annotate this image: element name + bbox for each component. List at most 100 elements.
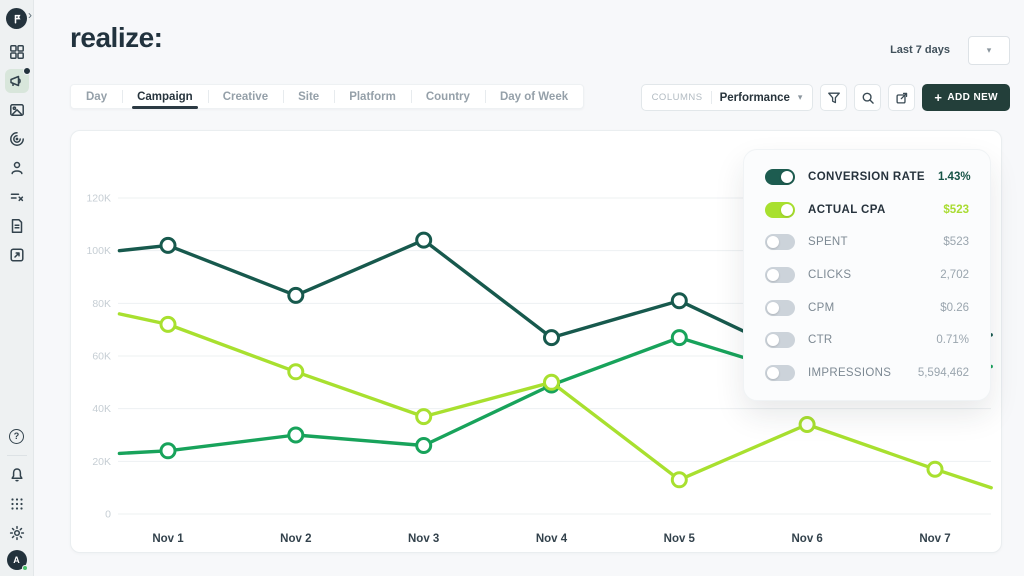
data-point — [159, 315, 177, 333]
export-button[interactable] — [888, 84, 916, 111]
toggle-switch[interactable] — [765, 332, 795, 349]
filter-button[interactable] — [820, 84, 848, 111]
metric-value: 5,594,462 — [917, 366, 969, 379]
chevron-down-icon: ▾ — [797, 92, 803, 102]
list-x-icon — [10, 193, 23, 202]
metric-label: CLICKS — [808, 268, 852, 281]
help-icon: ? — [9, 428, 24, 444]
tab-campaign[interactable]: Campaign — [122, 85, 208, 109]
plus-icon: + — [934, 90, 943, 105]
sidebar-item-creatives[interactable] — [5, 98, 29, 122]
legend-row-spent[interactable]: SPENT $523 — [765, 228, 969, 256]
data-point — [415, 437, 433, 454]
tab-creative[interactable]: Creative — [207, 85, 283, 108]
x-axis-tick: Nov 7 — [919, 533, 950, 545]
sidebar-item-audiences[interactable] — [5, 156, 29, 180]
megaphone-icon — [9, 75, 21, 87]
sidebar-expand-icon[interactable]: › — [28, 8, 32, 22]
search-button[interactable] — [854, 84, 882, 111]
toggle-switch[interactable] — [765, 266, 795, 283]
view-tabs: Day Campaign Creative Site Platform Country Da… — [70, 84, 585, 109]
sidebar-item-apps[interactable] — [5, 492, 29, 516]
toggle-switch[interactable] — [765, 234, 795, 251]
x-axis-tick: Nov 3 — [408, 533, 439, 545]
y-axis-tick: 20K — [92, 456, 111, 468]
metric-value: $523 — [943, 203, 969, 216]
metric-label: CTR — [808, 334, 833, 347]
data-point — [543, 373, 560, 391]
legend-row-ctr[interactable]: CTR 0.71% — [765, 326, 969, 354]
tab-platform[interactable]: Platform — [334, 85, 411, 108]
tab-day-of-week[interactable]: Day of Week — [484, 85, 583, 108]
data-point — [670, 471, 688, 489]
sidebar-item-tracking[interactable] — [5, 127, 29, 151]
sidebar-item-campaigns[interactable] — [4, 67, 31, 93]
avatar-initial: A — [13, 555, 20, 565]
online-status-dot — [21, 565, 28, 571]
sidebar-item-exports[interactable] — [5, 243, 29, 267]
tab-country[interactable]: Country — [410, 85, 485, 108]
data-point — [670, 329, 688, 347]
metric-value: 1.43% — [937, 171, 971, 183]
legend-row-impressions[interactable]: IMPRESSIONS 5,594,462 — [765, 359, 969, 387]
x-axis-tick: Nov 1 — [152, 533, 184, 545]
brand-logo-text: realize: — [70, 22, 163, 53]
toggle-switch[interactable] — [765, 201, 795, 218]
y-axis-tick: 40K — [92, 403, 111, 415]
y-axis-tick: 120K — [86, 193, 111, 205]
tab-day[interactable]: Day — [86, 90, 108, 103]
sidebar-item-dashboard[interactable] — [5, 40, 29, 64]
metric-value: 2,702 — [940, 268, 969, 281]
add-new-button[interactable]: + ADD NEW — [922, 84, 1010, 111]
data-point — [159, 236, 177, 254]
gear-icon — [9, 525, 24, 541]
date-range-dropdown[interactable]: ▾ — [968, 36, 1010, 65]
chevron-down-icon: ▾ — [986, 45, 992, 55]
data-point — [287, 426, 305, 444]
legend-row-conversion-rate[interactable]: CONVERSION RATE 1.43% — [765, 163, 971, 191]
grid-icon — [9, 45, 24, 59]
toggle-knob — [781, 171, 793, 183]
metric-label: SPENT — [808, 236, 848, 249]
legend-row-cpm[interactable]: CPM $0.26 — [765, 294, 969, 322]
sidebar-nav — [4, 40, 31, 267]
sidebar-item-reports[interactable] — [5, 214, 29, 238]
data-point — [926, 460, 944, 478]
legend-row-clicks[interactable]: CLICKS 2,702 — [765, 261, 969, 289]
sidebar-bottom: ? A — [0, 424, 33, 571]
toggle-switch[interactable] — [765, 364, 795, 381]
data-point — [798, 416, 816, 433]
toggle-switch[interactable] — [765, 169, 795, 185]
sidebar-item-rules[interactable] — [5, 185, 29, 209]
metric-label: CONVERSION RATE — [808, 171, 925, 183]
toggle-knob — [781, 203, 793, 216]
data-point — [415, 231, 433, 249]
share-icon — [896, 92, 908, 104]
tab-site[interactable]: Site — [283, 85, 334, 108]
toggle-knob — [767, 334, 779, 347]
chart-card: 120K 100K 80K 60K 40K 20K 0 Nov 1 Nov 2 Nov 3 Nov … — [70, 130, 1002, 553]
data-point — [159, 442, 177, 460]
sidebar-item-settings[interactable] — [5, 521, 29, 545]
app-logo[interactable] — [6, 8, 27, 29]
bell-icon — [10, 468, 23, 482]
legend-row-actual-cpa[interactable]: ACTUAL CPA $523 — [765, 196, 969, 224]
table-controls: COLUMNS Performance ▾ + ADD NEW — [640, 84, 1010, 111]
toggle-knob — [767, 268, 779, 281]
date-range-label: Last 7 days — [890, 44, 950, 56]
metric-value: $0.26 — [940, 301, 969, 314]
user-avatar[interactable]: A — [6, 550, 28, 571]
metric-label: CPM — [808, 301, 835, 314]
metric-label: IMPRESSIONS — [808, 366, 892, 379]
y-axis-tick: 100K — [86, 245, 111, 257]
box-arrow-icon — [9, 248, 24, 262]
metric-value: 0.71% — [936, 334, 969, 347]
x-axis-tick: Nov 2 — [280, 533, 311, 545]
columns-selected-value: Performance — [719, 91, 790, 104]
metrics-legend-panel: CONVERSION RATE 1.43% ACTUAL CPA $523 SPENT $… — [743, 149, 991, 401]
y-axis-tick: 80K — [92, 298, 111, 310]
sidebar-item-help[interactable]: ? — [5, 424, 29, 448]
toggle-switch[interactable] — [765, 299, 795, 316]
columns-selector[interactable]: COLUMNS Performance ▾ — [640, 84, 814, 111]
sidebar-item-notifications[interactable] — [5, 463, 29, 487]
